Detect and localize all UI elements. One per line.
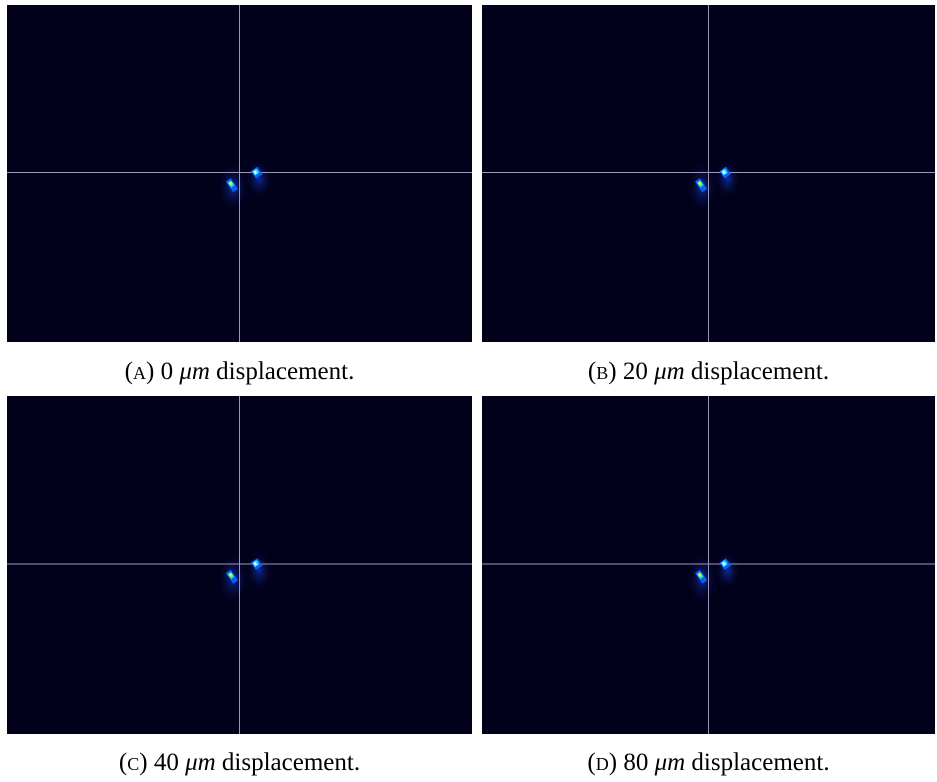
caption-text: displacement. — [691, 749, 829, 776]
caption-value: 0 — [161, 358, 174, 385]
caption-label: (c) — [119, 749, 148, 776]
caption-value: 80 — [623, 749, 648, 776]
image-panel — [482, 396, 935, 734]
caption-text: displacement. — [691, 358, 829, 385]
caption-label: (a) — [125, 358, 155, 385]
caption-label: (d) — [587, 749, 617, 776]
beam-image — [482, 5, 935, 342]
caption-text: displacement. — [216, 358, 354, 385]
caption-unit: μm — [655, 749, 686, 776]
caption: (d) 80 μm displacement. — [476, 749, 937, 777]
caption-value: 40 — [154, 749, 179, 776]
caption-unit: μm — [654, 358, 685, 385]
beam-image — [7, 396, 472, 734]
image-panel — [7, 5, 472, 342]
beam-image — [482, 396, 935, 734]
caption: (c) 40 μm displacement. — [7, 749, 472, 777]
beam-image — [7, 5, 472, 342]
caption-unit: μm — [179, 358, 210, 385]
caption-unit: μm — [185, 749, 216, 776]
image-panel — [482, 5, 935, 342]
image-panel — [7, 396, 472, 734]
caption-value: 20 — [623, 358, 648, 385]
caption: (b) 20 μm displacement. — [476, 358, 937, 386]
figure-page: {"subfigures": [ {"label": "(a)", "value… — [0, 0, 937, 782]
caption-label: (b) — [588, 358, 617, 385]
caption-text: displacement. — [222, 749, 360, 776]
caption: (a) 0 μm displacement. — [7, 358, 472, 386]
